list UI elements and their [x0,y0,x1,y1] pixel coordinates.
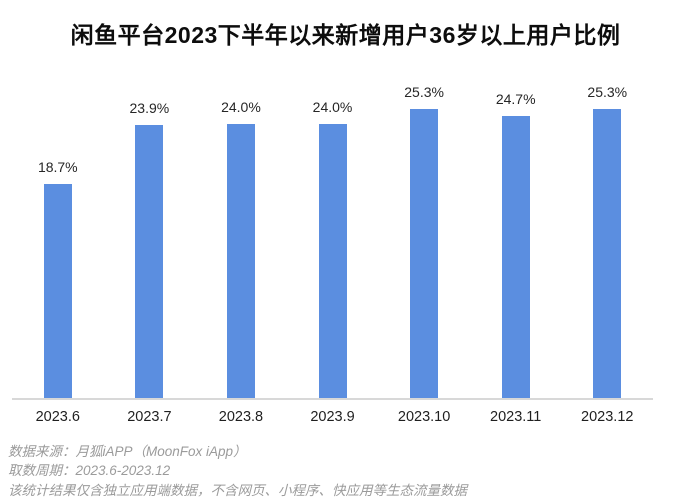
x-axis-tick-label: 2023.6 [35,409,80,425]
x-axis-tick-label: 2023.12 [581,409,634,425]
chart-title: 闲鱼平台2023下半年以来新增用户36岁以上用户比例 [70,22,621,48]
bar-value-label: 24.0% [312,98,353,115]
bars-area: 18.7% 23.9% 24.0% 24.0% 25.3% 24.7% 25.3% [12,64,653,398]
bar [410,109,439,398]
bar-column: 25.3% [378,64,470,398]
bar-value-label: 24.7% [495,90,536,107]
bar-column: 23.9% [104,64,196,398]
x-axis-tick-label: 2023.10 [397,409,451,425]
footnote-data-source: 数据来源：月狐iAPP（MoonFox iApp） [8,443,247,459]
bar-chart: 18.7% 23.9% 24.0% 24.0% 25.3% 24.7% 25.3% 2023… [12,64,653,426]
x-axis-line [12,398,653,400]
bar-value-label: 25.3% [404,84,444,101]
x-axis-labels: 2023.6 2023.7 2023.8 2023.9 2023.10 2023.11 20… [12,400,653,425]
bar [226,123,255,398]
bar-column: 24.7% [470,64,562,398]
x-axis-tick-label: 2023.7 [127,409,172,425]
footnote-disclaimer: 该统计结果仅含独立应用端数据，不含网页、小程序、快应用等生态流量数据 [8,482,467,498]
x-axis-tick-label: 2023.11 [490,409,542,425]
bar [43,184,72,398]
x-axis-tick-label: 2023.9 [310,409,355,425]
x-axis-tick-label: 2023.8 [218,409,264,425]
bar-value-label: 18.7% [37,159,78,176]
footnotes: 数据来源：月狐iAPP（MoonFox iApp） 取数周期：2023.6-20… [0,442,691,500]
bar [135,125,164,398]
bar-value-label: 23.9% [129,100,170,117]
bar-column: 18.7% [12,64,104,398]
bar [593,109,622,398]
bar [318,123,347,398]
footnote-data-period: 取数周期：2023.6-2023.12 [8,463,171,478]
bar-column: 25.3% [561,64,653,398]
bar-value-label: 25.3% [587,84,628,101]
bar-column: 24.0% [195,64,287,398]
bar [501,115,530,398]
bar-column: 24.0% [287,64,379,398]
bar-value-label: 24.0% [221,98,261,115]
